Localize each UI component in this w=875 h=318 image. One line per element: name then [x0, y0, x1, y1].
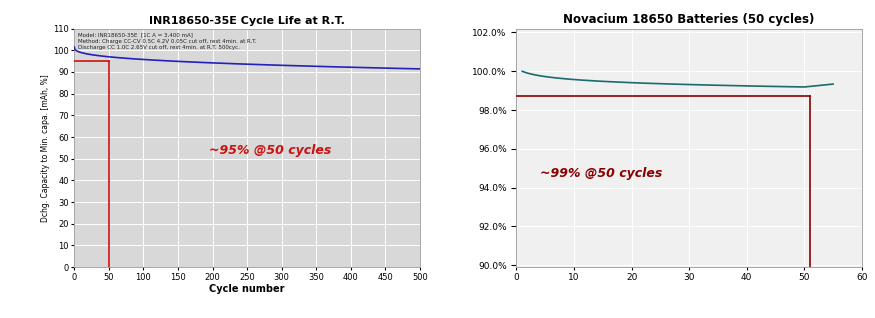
- Y-axis label: Dchg. Capacity to Min. capa. [mAh, %]: Dchg. Capacity to Min. capa. [mAh, %]: [41, 74, 50, 222]
- Title: INR18650-35E Cycle Life at R.T.: INR18650-35E Cycle Life at R.T.: [149, 17, 345, 26]
- Text: ~99% @50 cycles: ~99% @50 cycles: [540, 167, 662, 180]
- Text: Model: INR18650-35E  [1C A = 3,400 mA]
Method: Charge CC-CV 0.5C 4.2V 0.05C cut : Model: INR18650-35E [1C A = 3,400 mA] Me…: [78, 32, 256, 50]
- Text: ~95% @50 cycles: ~95% @50 cycles: [209, 144, 332, 157]
- X-axis label: Cycle number: Cycle number: [209, 285, 285, 294]
- Title: Novacium 18650 Batteries (50 cycles): Novacium 18650 Batteries (50 cycles): [564, 13, 815, 26]
